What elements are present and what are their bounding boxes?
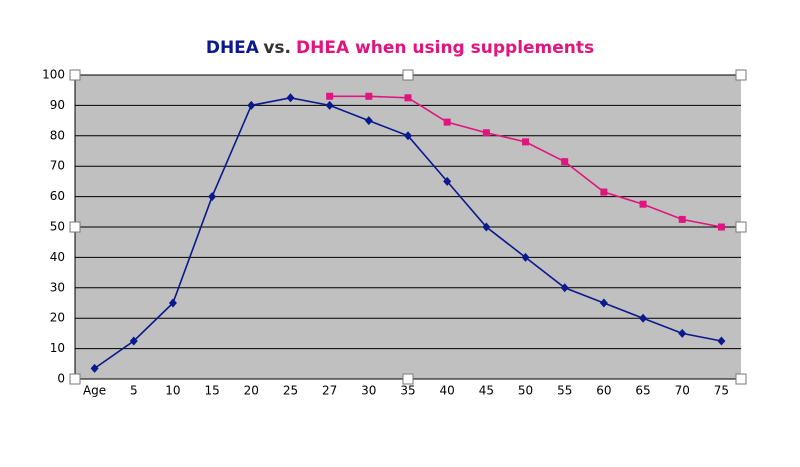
handle [69, 373, 81, 385]
point [717, 336, 726, 346]
point [482, 129, 490, 137]
y-tick-label: 20 [50, 311, 65, 325]
handle [69, 69, 81, 81]
x-tick-label: 20 [244, 384, 259, 398]
x-tick-label: 55 [557, 384, 572, 398]
y-tick-label: 10 [50, 341, 65, 355]
point [522, 138, 530, 146]
y-tick-label: 80 [50, 128, 65, 142]
y-tick-label: 50 [50, 220, 65, 234]
point [247, 100, 256, 110]
title-series-b: DHEA when using supplements [296, 38, 594, 58]
handle [69, 221, 81, 233]
x-tick-label: 50 [518, 384, 533, 398]
point [365, 92, 373, 100]
x-tick-label: 70 [675, 384, 690, 398]
x-tick-label: 45 [479, 384, 494, 398]
handle [402, 373, 414, 385]
title-series-a: DHEA [206, 38, 260, 58]
point [561, 158, 569, 166]
y-tick-label: 0 [57, 372, 65, 386]
point [326, 92, 334, 100]
y-tick-label: 40 [50, 250, 65, 264]
point [443, 118, 451, 126]
point [129, 336, 138, 346]
x-tick-label: 5 [130, 384, 138, 398]
x-tick-label: 60 [596, 384, 611, 398]
point [404, 94, 412, 102]
x-tick-label: 40 [440, 384, 455, 398]
y-tick-label: 70 [50, 159, 65, 173]
point [286, 93, 295, 103]
x-tick-label: 65 [635, 384, 650, 398]
point [482, 222, 491, 232]
point [678, 215, 686, 223]
point [90, 363, 99, 373]
x-tick-label: 30 [361, 384, 376, 398]
y-tick-label: 60 [50, 189, 65, 203]
point [364, 116, 373, 126]
point [599, 298, 608, 308]
title-connector: vs. [263, 38, 291, 58]
x-tick-label: Age [83, 384, 106, 398]
handle [735, 69, 747, 81]
x-tick-label: 10 [165, 384, 180, 398]
x-tick-label: 27 [322, 384, 337, 398]
handle [735, 221, 747, 233]
point [717, 223, 725, 231]
chart-title: DHEA vs. DHEA when using supplements [206, 38, 594, 58]
point [443, 176, 452, 186]
x-tick-label: 15 [204, 384, 219, 398]
point [521, 252, 530, 262]
point [639, 200, 647, 208]
point [168, 298, 177, 308]
point [208, 192, 217, 202]
point [639, 313, 648, 323]
handle [402, 69, 414, 81]
point [560, 283, 569, 293]
point [600, 188, 608, 196]
point [404, 131, 412, 141]
y-tick-label: 100 [42, 68, 65, 82]
point [678, 328, 687, 338]
selection-handles [69, 69, 747, 385]
x-tick-label: 25 [283, 384, 298, 398]
handle [735, 373, 747, 385]
y-tick-label: 90 [50, 98, 65, 112]
point [325, 100, 334, 110]
y-tick-label: 30 [50, 280, 65, 294]
x-tick-label: 35 [400, 384, 415, 398]
x-tick-label: 75 [714, 384, 729, 398]
